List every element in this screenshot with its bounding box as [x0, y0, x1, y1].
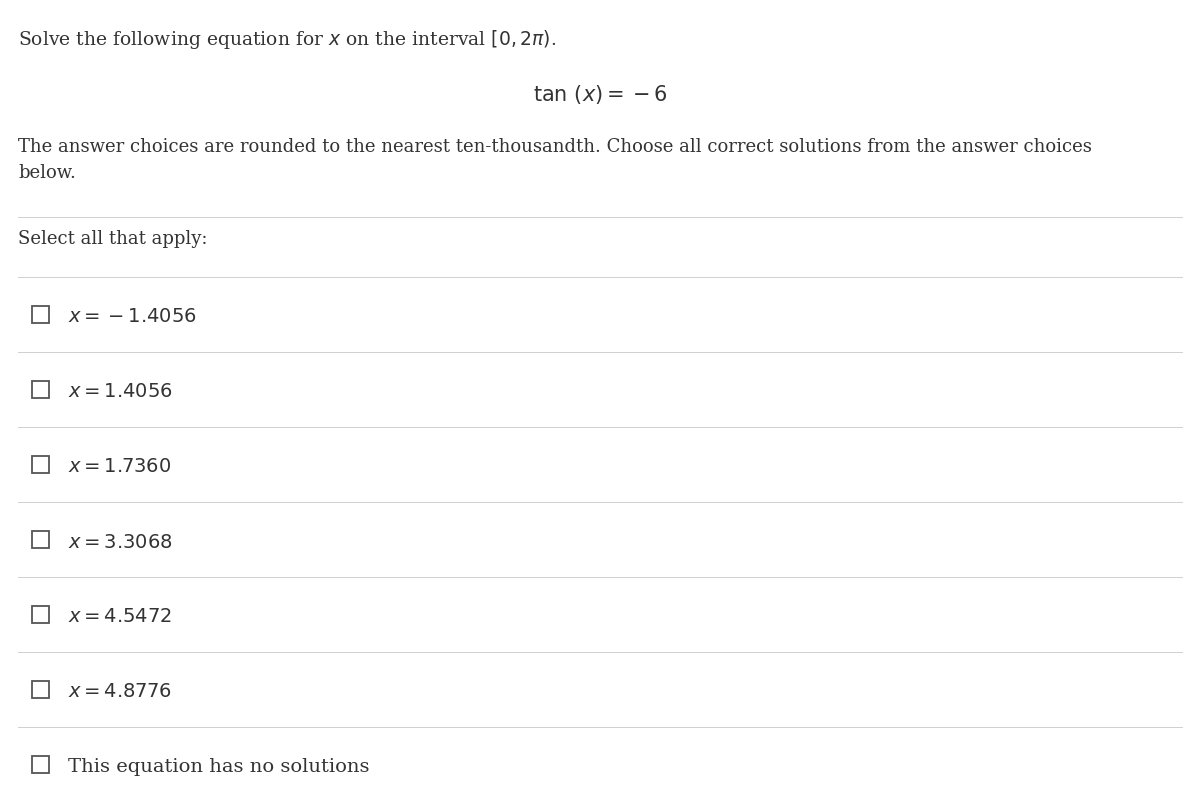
- Text: Solve the following equation for $x$ on the interval $[0, 2\pi)$.: Solve the following equation for $x$ on …: [18, 28, 557, 51]
- Text: $x = 1.4056$: $x = 1.4056$: [68, 383, 173, 401]
- Bar: [31, 606, 48, 623]
- Text: $x = 1.7360$: $x = 1.7360$: [68, 458, 172, 476]
- Text: $x = -1.4056$: $x = -1.4056$: [68, 308, 197, 326]
- Bar: [31, 382, 48, 399]
- Text: $x = 4.8776$: $x = 4.8776$: [68, 683, 172, 701]
- Text: Select all that apply:: Select all that apply:: [18, 229, 208, 248]
- Text: $x = 3.3068$: $x = 3.3068$: [68, 533, 173, 551]
- Bar: [31, 756, 48, 773]
- Text: $x = 4.5472$: $x = 4.5472$: [68, 608, 172, 626]
- Text: This equation has no solutions: This equation has no solutions: [68, 758, 370, 776]
- Bar: [31, 681, 48, 698]
- Bar: [31, 456, 48, 473]
- Text: The answer choices are rounded to the nearest ten-thousandth. Choose all correct: The answer choices are rounded to the ne…: [18, 138, 1092, 182]
- Bar: [31, 306, 48, 323]
- Text: $\mathrm{tan}\ (x) = -6$: $\mathrm{tan}\ (x) = -6$: [533, 83, 667, 106]
- Bar: [31, 532, 48, 549]
